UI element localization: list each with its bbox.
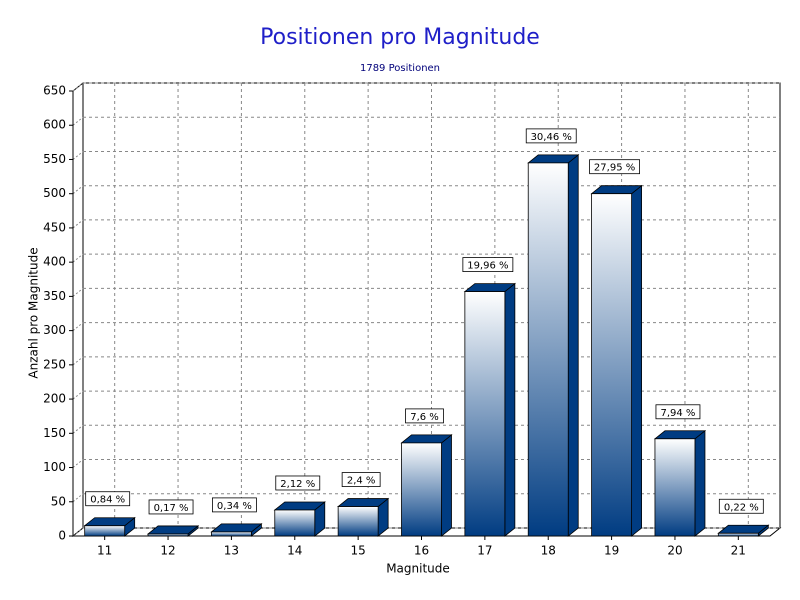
y-tick-label: 150 bbox=[43, 426, 66, 440]
percent-label: 2,4 % bbox=[347, 476, 376, 487]
x-tick-label: 14 bbox=[287, 544, 302, 558]
x-tick-label: 21 bbox=[731, 544, 746, 558]
percent-label: 2,12 % bbox=[280, 479, 315, 490]
percent-label-box bbox=[589, 159, 640, 175]
percent-label: 30,46 % bbox=[531, 132, 572, 143]
bar-side bbox=[567, 154, 579, 537]
x-tick-label: 12 bbox=[160, 544, 175, 558]
x-tick-label: 18 bbox=[541, 544, 556, 558]
percent-label: 0,22 % bbox=[724, 502, 759, 513]
chart-subtitle: 1789 Positionen bbox=[360, 63, 440, 74]
x-tick-label: 11 bbox=[97, 544, 112, 558]
percent-label-box bbox=[341, 472, 381, 487]
percent-label: 27,95 % bbox=[594, 163, 635, 174]
percent-label-box bbox=[275, 475, 321, 491]
percent-label: 0,17 % bbox=[154, 503, 189, 514]
bar bbox=[464, 291, 506, 537]
percent-label-box bbox=[718, 498, 764, 514]
percent-label-box bbox=[148, 499, 194, 515]
bar bbox=[591, 193, 632, 537]
percent-label-box bbox=[405, 408, 444, 424]
bar bbox=[84, 525, 126, 537]
percent-label-box bbox=[462, 257, 514, 272]
bar bbox=[401, 442, 442, 537]
x-tick-label: 15 bbox=[350, 544, 365, 558]
y-tick-label: 200 bbox=[43, 392, 66, 406]
bar bbox=[527, 162, 569, 537]
bar bbox=[147, 533, 189, 537]
y-tick-label: 100 bbox=[43, 460, 66, 474]
y-tick-label: 300 bbox=[43, 323, 66, 337]
y-axis-title: Anzahl pro Magnitude bbox=[27, 247, 41, 378]
percent-label: 0,34 % bbox=[217, 501, 252, 512]
y-tick-label: 500 bbox=[43, 186, 66, 200]
x-tick-label: 19 bbox=[604, 544, 619, 558]
percent-label-box bbox=[212, 497, 257, 513]
bar bbox=[211, 531, 252, 537]
y-tick-label: 450 bbox=[43, 220, 66, 234]
x-tick-label: 13 bbox=[224, 544, 239, 558]
y-tick-label: 650 bbox=[43, 84, 66, 98]
x-axis-title: Magnitude bbox=[386, 562, 450, 576]
percent-label: 0,84 % bbox=[90, 495, 125, 506]
x-tick-label: 16 bbox=[414, 544, 429, 558]
y-tick-label: 50 bbox=[51, 494, 66, 508]
x-tick-label: 20 bbox=[667, 544, 682, 558]
y-tick-label: 600 bbox=[43, 118, 66, 132]
chart-title: Positionen pro Magnitude bbox=[260, 25, 540, 50]
percent-label-box bbox=[85, 491, 131, 507]
left-wall bbox=[72, 81, 84, 538]
bar bbox=[717, 532, 759, 537]
bar-side bbox=[631, 184, 642, 537]
percent-label: 7,6 % bbox=[410, 412, 439, 423]
x-tick-label: 17 bbox=[477, 544, 492, 558]
percent-label-box bbox=[655, 404, 701, 420]
bar-side bbox=[694, 429, 706, 537]
bar-side bbox=[504, 282, 516, 537]
y-tick-label: 250 bbox=[43, 357, 66, 371]
bar bbox=[274, 509, 316, 537]
bar bbox=[337, 506, 379, 537]
percent-label: 7,94 % bbox=[660, 408, 695, 419]
percent-label: 19,96 % bbox=[467, 261, 508, 272]
y-tick-label: 550 bbox=[43, 152, 66, 166]
y-tick-label: 0 bbox=[58, 529, 66, 543]
bar bbox=[654, 438, 696, 537]
percent-label-box bbox=[525, 128, 577, 144]
y-tick-label: 400 bbox=[43, 255, 66, 269]
bar-side bbox=[441, 434, 452, 537]
y-tick-label: 350 bbox=[43, 289, 66, 303]
